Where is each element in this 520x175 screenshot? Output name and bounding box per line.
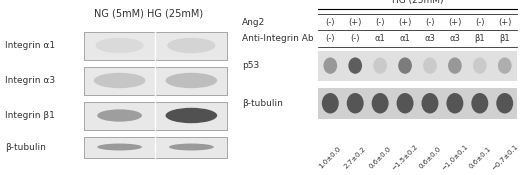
Text: (-): (-) bbox=[350, 34, 360, 43]
Ellipse shape bbox=[398, 57, 412, 74]
Ellipse shape bbox=[97, 144, 142, 150]
Text: β1: β1 bbox=[499, 34, 510, 43]
Ellipse shape bbox=[347, 93, 363, 114]
Ellipse shape bbox=[167, 38, 215, 53]
Text: (-): (-) bbox=[375, 18, 385, 27]
Ellipse shape bbox=[94, 73, 146, 88]
Text: HG (25mM): HG (25mM) bbox=[392, 0, 443, 5]
Ellipse shape bbox=[496, 93, 513, 114]
Ellipse shape bbox=[165, 73, 217, 88]
Text: −0.7±0.1: −0.7±0.1 bbox=[490, 143, 519, 172]
Bar bbox=[84, 136, 227, 158]
Text: 1.0±0.0: 1.0±0.0 bbox=[318, 145, 343, 170]
Text: Ang2: Ang2 bbox=[242, 18, 265, 27]
Text: −1.0±0.1: −1.0±0.1 bbox=[440, 143, 469, 172]
Text: p53: p53 bbox=[242, 61, 259, 70]
Bar bbox=[318, 88, 517, 119]
Text: Integrin α3: Integrin α3 bbox=[5, 76, 55, 85]
Ellipse shape bbox=[423, 57, 437, 74]
Text: (+): (+) bbox=[498, 18, 511, 27]
Text: α3: α3 bbox=[449, 34, 460, 43]
Ellipse shape bbox=[372, 93, 388, 114]
Text: β-tubulin: β-tubulin bbox=[5, 142, 46, 152]
Ellipse shape bbox=[446, 93, 463, 114]
Text: Integrin α1: Integrin α1 bbox=[5, 41, 55, 50]
Text: (-): (-) bbox=[326, 18, 335, 27]
Bar bbox=[84, 66, 227, 94]
Text: (+): (+) bbox=[348, 18, 362, 27]
Text: α1: α1 bbox=[375, 34, 385, 43]
Ellipse shape bbox=[165, 108, 217, 123]
Ellipse shape bbox=[397, 93, 413, 114]
Text: NG (5mM) HG (25mM): NG (5mM) HG (25mM) bbox=[94, 9, 203, 19]
Text: (+): (+) bbox=[448, 18, 462, 27]
Text: α1: α1 bbox=[400, 34, 410, 43]
Text: 0.6±0.0: 0.6±0.0 bbox=[418, 145, 442, 170]
Text: α3: α3 bbox=[424, 34, 435, 43]
Ellipse shape bbox=[169, 144, 214, 150]
Text: Anti-Integrin Ab: Anti-Integrin Ab bbox=[242, 34, 314, 43]
Ellipse shape bbox=[473, 57, 487, 74]
Ellipse shape bbox=[373, 57, 387, 74]
Ellipse shape bbox=[471, 93, 488, 114]
Text: (-): (-) bbox=[475, 18, 485, 27]
Ellipse shape bbox=[97, 109, 142, 122]
Text: 0.6±0.1: 0.6±0.1 bbox=[467, 145, 492, 170]
Text: β1: β1 bbox=[474, 34, 485, 43]
Ellipse shape bbox=[448, 57, 462, 74]
Text: Integrin β1: Integrin β1 bbox=[5, 111, 55, 120]
Text: (+): (+) bbox=[398, 18, 412, 27]
Ellipse shape bbox=[323, 57, 337, 74]
Bar bbox=[318, 51, 517, 80]
Ellipse shape bbox=[322, 93, 339, 114]
Text: (-): (-) bbox=[326, 34, 335, 43]
Text: −1.5±0.2: −1.5±0.2 bbox=[391, 143, 419, 172]
Ellipse shape bbox=[498, 57, 512, 74]
Bar bbox=[84, 32, 227, 60]
Ellipse shape bbox=[348, 57, 362, 74]
Bar bbox=[84, 102, 227, 130]
Text: 2.7±0.2: 2.7±0.2 bbox=[343, 145, 367, 170]
Text: β-tubulin: β-tubulin bbox=[242, 99, 283, 108]
Ellipse shape bbox=[96, 38, 144, 53]
Ellipse shape bbox=[422, 93, 438, 114]
Text: 0.6±0.0: 0.6±0.0 bbox=[368, 145, 392, 170]
Text: (-): (-) bbox=[425, 18, 435, 27]
